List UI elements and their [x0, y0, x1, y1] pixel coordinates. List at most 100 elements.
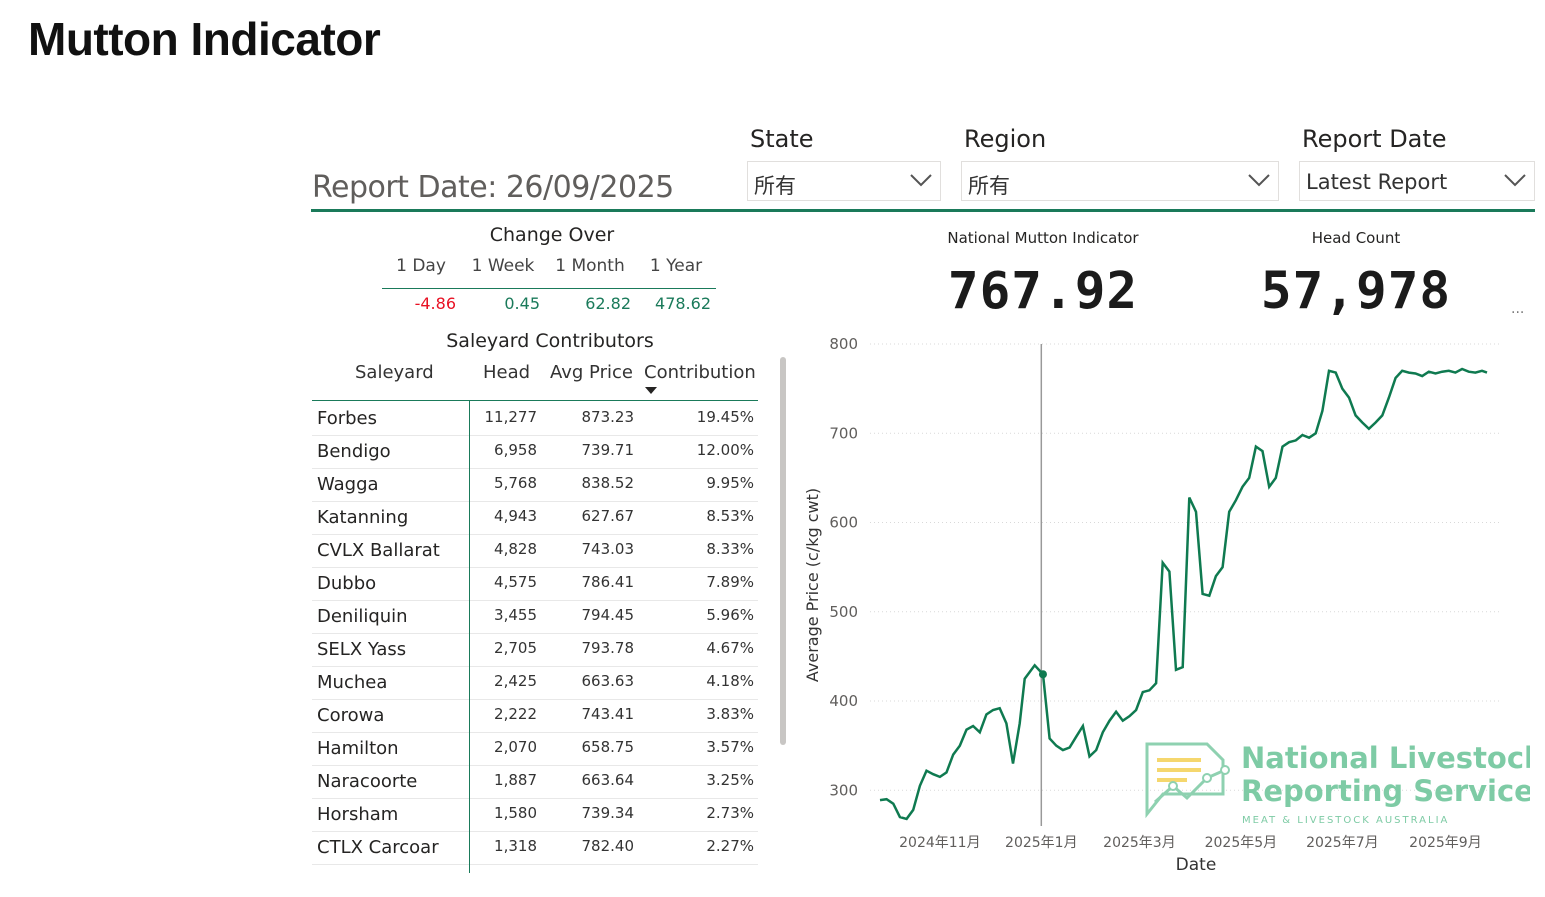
table-row[interactable]: Dubbo 4,575 786.41 7.89%: [312, 567, 758, 601]
saleyard-cell: Forbes: [317, 408, 378, 429]
head-cell: 1,887: [494, 771, 537, 789]
avg-price-cell: 838.52: [581, 474, 635, 492]
head-cell: 2,705: [494, 639, 537, 657]
contribution-cell: 8.53%: [706, 507, 754, 525]
report-date-dropdown[interactable]: Latest Report: [1299, 161, 1535, 201]
chevron-down-icon: [1248, 174, 1270, 187]
national-indicator-label: National Mutton Indicator: [947, 229, 1139, 247]
change-over-value-week: 0.45: [504, 294, 540, 313]
y-tick-label: 700: [829, 424, 858, 442]
ellipsis-icon[interactable]: ···: [1511, 305, 1525, 321]
avg-price-cell: 663.64: [581, 771, 635, 789]
state-dropdown[interactable]: 所有: [747, 161, 941, 201]
state-filter-label: State: [750, 125, 814, 153]
sort-descending-icon[interactable]: [645, 387, 657, 395]
region-filter-label: Region: [964, 125, 1047, 153]
avg-price-cell: 627.67: [581, 507, 635, 525]
contribution-cell: 3.57%: [706, 738, 754, 756]
x-axis-ticks: 2024年11月 2025年1月 2025年3月 2025年5月 2025年7月 2025…: [899, 835, 1482, 851]
head-cell: 4,575: [494, 573, 537, 591]
head-cell: 1,580: [494, 804, 537, 822]
contribution-cell: 3.83%: [706, 705, 754, 723]
contribution-cell: 8.33%: [706, 540, 754, 558]
change-over-title: Change Over: [489, 224, 615, 246]
y-axis-label: Average Price (c/kg cwt): [803, 488, 822, 682]
header-divider: [311, 209, 1535, 212]
contribution-cell: 2.73%: [706, 804, 754, 822]
y-tick-label: 300: [829, 781, 858, 799]
page-title: Mutton Indicator: [28, 13, 381, 65]
avg-price-cell: 743.03: [581, 540, 635, 558]
series-line[interactable]: [879, 367, 1488, 821]
change-over-value-day: -4.86: [414, 294, 456, 313]
avg-price-cell: 782.40: [581, 837, 635, 855]
avg-price-cell: 793.78: [581, 639, 635, 657]
column-header-saleyard[interactable]: Saleyard: [355, 362, 434, 383]
avg-price-cell: 739.34: [581, 804, 635, 822]
contribution-cell: 4.18%: [706, 672, 754, 690]
region-dropdown[interactable]: 所有: [961, 161, 1279, 201]
change-over-header-year: 1 Year: [649, 256, 703, 276]
column-header-head[interactable]: Head: [483, 362, 531, 383]
watermark-line3: MEAT & LIVESTOCK AUSTRALIA: [1242, 815, 1449, 826]
report-date-dropdown-value: Latest Report: [1306, 170, 1448, 194]
table-row[interactable]: SELX Yass 2,705 793.78 4.67%: [312, 633, 758, 667]
price-line-chart: 300 400 500 600 700 800 2024年11月 2025年1月 2025年3…: [803, 335, 1530, 875]
head-cell: 4,943: [494, 507, 537, 525]
change-over-header-month: 1 Month: [555, 256, 625, 276]
avg-price-cell: 794.45: [581, 606, 635, 624]
saleyard-cell: Deniliquin: [317, 606, 408, 627]
head-count-label: Head Count: [1311, 229, 1401, 247]
table-row[interactable]: Katanning 4,943 627.67 8.53%: [312, 501, 758, 535]
saleyard-cell: Wagga: [317, 474, 379, 495]
table-scrollbar[interactable]: [780, 357, 786, 745]
table-row[interactable]: Wagga 5,768 838.52 9.95%: [312, 468, 758, 502]
y-tick-label: 400: [829, 692, 858, 710]
watermark-line1: National Livestock: [1241, 741, 1530, 775]
national-indicator-value: 767.92: [947, 262, 1139, 321]
avg-price-cell: 743.41: [581, 705, 635, 723]
table-row[interactable]: Deniliquin 3,455 794.45 5.96%: [312, 600, 758, 634]
table-row[interactable]: Bendigo 6,958 739.71 12.00%: [312, 435, 758, 469]
contribution-cell: 19.45%: [696, 408, 754, 426]
table-row[interactable]: Horsham 1,580 739.34 2.73%: [312, 798, 758, 832]
column-header-contribution[interactable]: Contribution: [644, 362, 756, 383]
y-axis-ticks: 300 400 500 600 700 800: [829, 335, 858, 799]
contribution-cell: 9.95%: [706, 474, 754, 492]
saleyard-cell: Bendigo: [317, 441, 391, 462]
table-row[interactable]: Muchea 2,425 663.63 4.18%: [312, 666, 758, 700]
table-row[interactable]: Corowa 2,222 743.41 3.83%: [312, 699, 758, 733]
avg-price-cell: 658.75: [581, 738, 635, 756]
contribution-cell: 4.67%: [706, 639, 754, 657]
table-row[interactable]: CVLX Ballarat 4,828 743.03 8.33%: [312, 534, 758, 568]
change-over-value-month: 62.82: [585, 294, 631, 313]
table-row[interactable]: CTLX Carcoar 1,318 782.40 2.27%: [312, 831, 758, 865]
report-date-heading: Report Date: 26/09/2025: [312, 170, 674, 205]
table-row[interactable]: Hamilton 2,070 658.75 3.57%: [312, 732, 758, 766]
avg-price-cell: 739.71: [581, 441, 635, 459]
head-cell: 2,070: [494, 738, 537, 756]
avg-price-cell: 663.63: [581, 672, 635, 690]
reference-point[interactable]: [1038, 670, 1047, 679]
change-over-value-year: 478.62: [655, 294, 711, 313]
contribution-cell: 7.89%: [706, 573, 754, 591]
head-cell: 2,425: [494, 672, 537, 690]
table-row[interactable]: Naracoorte 1,887 663.64 3.25%: [312, 765, 758, 799]
column-header-avg-price[interactable]: Avg Price: [550, 362, 633, 383]
saleyard-cell: Naracoorte: [317, 771, 418, 792]
y-tick-label: 800: [829, 335, 858, 353]
report-date-filter-label: Report Date: [1302, 125, 1447, 153]
table-row[interactable]: Forbes 11,277 873.23 19.45%: [312, 402, 758, 436]
region-dropdown-value: 所有: [968, 174, 1010, 198]
avg-price-cell: 873.23: [581, 408, 635, 426]
saleyard-cell: Dubbo: [317, 573, 377, 594]
saleyard-cell: Katanning: [317, 507, 409, 528]
saleyard-contributors-title: Saleyard Contributors: [446, 330, 654, 352]
x-tick-label: 2025年7月: [1306, 835, 1379, 851]
head-cell: 5,768: [494, 474, 537, 492]
table-column-divider: [469, 401, 470, 873]
y-tick-label: 600: [829, 514, 858, 532]
contribution-cell: 2.27%: [706, 837, 754, 855]
head-count-value: 57,978: [1260, 262, 1452, 321]
x-tick-label: 2025年1月: [1005, 835, 1078, 851]
